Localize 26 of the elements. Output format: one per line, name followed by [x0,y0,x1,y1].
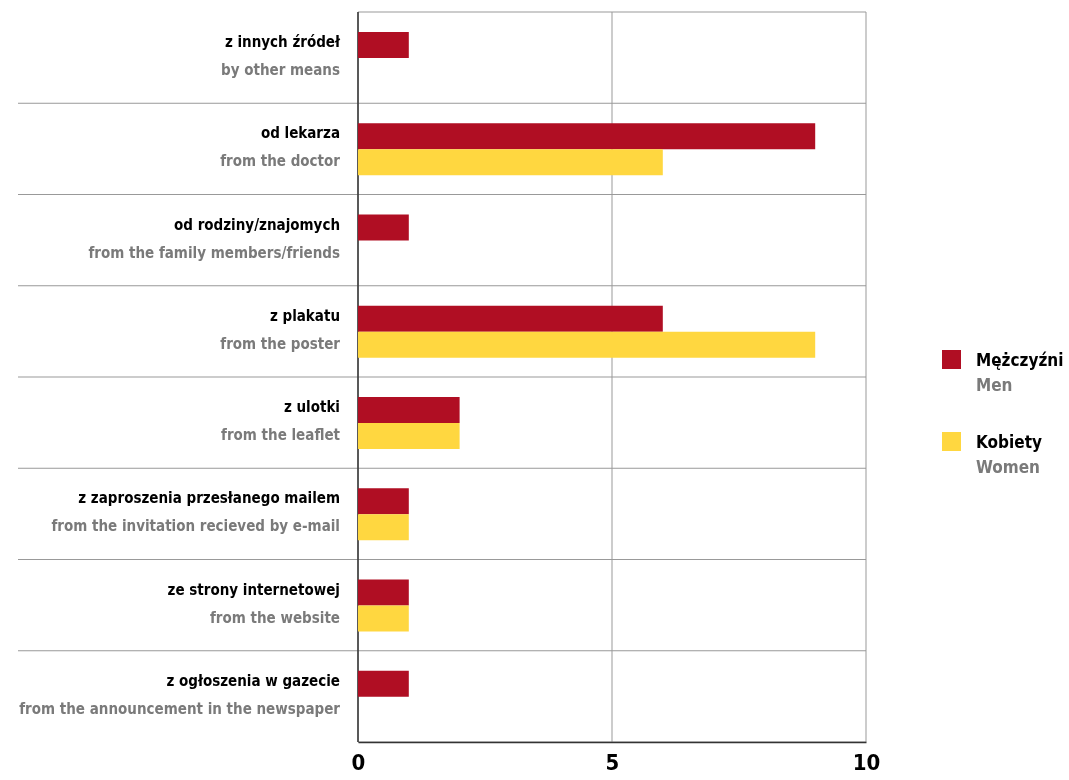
bar [358,149,663,176]
bar [358,514,409,541]
x-tick-label: 0 [351,749,366,775]
bar [358,331,816,358]
legend-label: Kobiety Women [976,432,1042,477]
bar [358,488,409,515]
bar [358,605,409,632]
legend-label: Mężczyźni Men [976,350,1064,395]
y-tick-label: od rodziny/znajomych from the family members/friends [88,215,340,262]
y-tick-label: z zaproszenia przesłanego mailem from the invitation recieved by e-mail [51,489,340,536]
bar [358,579,409,606]
x-tick-label: 10 [852,749,881,775]
y-tick-label: ze strony internetowej from the website [167,580,340,627]
x-tick-label: 5 [605,749,620,775]
bar [358,305,663,332]
bar [358,423,460,449]
y-tick-label: z ulotki from the leaflet [221,398,341,444]
y-tick-label: z plakatu from the poster [220,306,341,353]
bar [358,397,460,423]
y-tick-label: od lekarza from the doctor [220,124,341,171]
bar [358,32,409,58]
y-tick-label: z ogłoszenia w gazecie from the announcement in the newspaper [19,671,341,718]
bar [358,123,816,150]
bar [358,214,409,241]
bar [358,670,409,697]
y-tick-label: z innych źródeł by other means [221,33,341,79]
